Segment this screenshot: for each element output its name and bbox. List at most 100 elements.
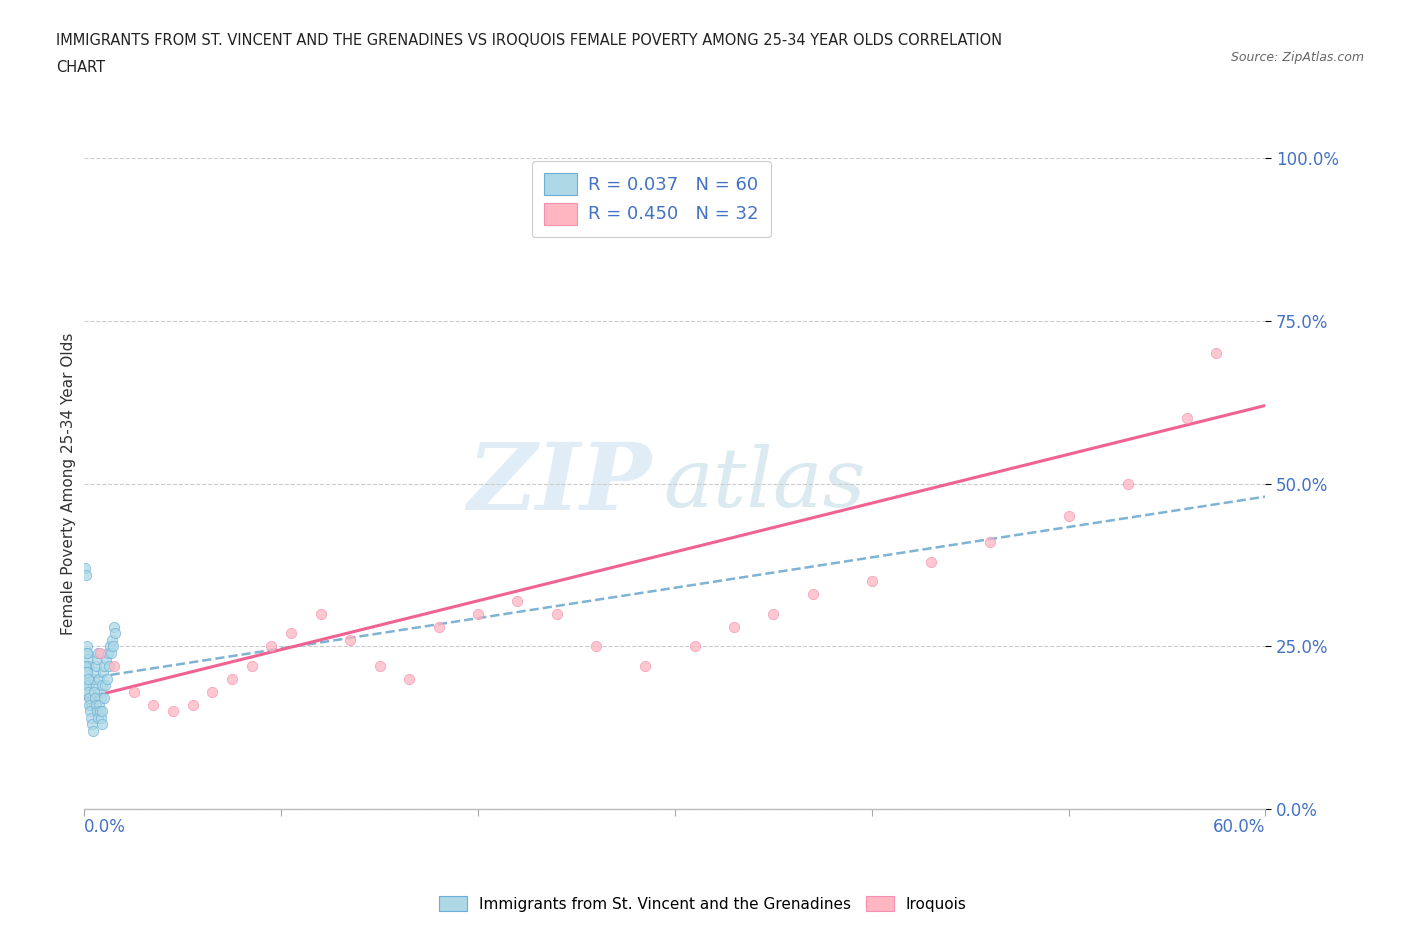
Legend: Immigrants from St. Vincent and the Grenadines, Iroquois: Immigrants from St. Vincent and the Gren… xyxy=(433,889,973,918)
Text: 60.0%: 60.0% xyxy=(1213,818,1265,836)
Point xyxy=(94,678,117,693)
Point xyxy=(79,684,101,699)
Point xyxy=(309,606,332,621)
Point xyxy=(90,691,112,706)
Point xyxy=(87,698,110,712)
Point xyxy=(1175,411,1198,426)
Point xyxy=(75,658,97,673)
Point xyxy=(801,587,824,602)
Point xyxy=(76,665,98,680)
Point xyxy=(91,704,114,719)
Point xyxy=(103,619,125,634)
Point xyxy=(97,645,120,660)
Point xyxy=(91,678,114,693)
Point xyxy=(89,684,111,699)
Point xyxy=(91,665,114,680)
Point xyxy=(96,671,118,686)
Point xyxy=(80,698,103,712)
Point xyxy=(76,671,98,686)
Point xyxy=(89,711,111,725)
Point xyxy=(104,626,127,641)
Point xyxy=(221,671,243,686)
Point xyxy=(1116,476,1139,491)
Point xyxy=(94,652,117,667)
Point xyxy=(86,652,108,667)
Point xyxy=(79,704,101,719)
Point xyxy=(87,711,110,725)
Point xyxy=(79,678,101,693)
Text: 0.0%: 0.0% xyxy=(84,818,127,836)
Point xyxy=(683,639,706,654)
Point xyxy=(75,678,97,693)
Point xyxy=(89,645,111,660)
Point xyxy=(82,678,104,693)
Point xyxy=(920,554,942,569)
Point xyxy=(280,626,302,641)
Point xyxy=(83,684,105,699)
Point xyxy=(79,691,101,706)
Point xyxy=(87,671,110,686)
Text: CHART: CHART xyxy=(56,60,105,75)
Point xyxy=(79,711,101,725)
Point xyxy=(100,645,122,660)
Point xyxy=(546,606,568,621)
Point xyxy=(84,698,107,712)
Point xyxy=(1205,346,1227,361)
Point xyxy=(103,658,125,673)
Point xyxy=(77,671,100,686)
Point xyxy=(634,658,657,673)
Point xyxy=(86,704,108,719)
Point xyxy=(260,639,283,654)
Point xyxy=(84,665,107,680)
Point xyxy=(75,665,97,680)
Point xyxy=(467,606,489,621)
Point xyxy=(82,724,104,738)
Point xyxy=(723,619,745,634)
Point xyxy=(79,698,101,712)
Text: Source: ZipAtlas.com: Source: ZipAtlas.com xyxy=(1230,51,1364,64)
Legend: R = 0.037   N = 60, R = 0.450   N = 32: R = 0.037 N = 60, R = 0.450 N = 32 xyxy=(531,161,770,237)
Point xyxy=(80,717,103,732)
Point xyxy=(77,652,100,667)
Point xyxy=(398,671,420,686)
Point xyxy=(82,698,104,712)
Point xyxy=(89,704,111,719)
Point xyxy=(979,535,1001,550)
Point xyxy=(75,561,97,576)
Point xyxy=(860,574,883,589)
Point xyxy=(76,645,98,660)
Point xyxy=(73,658,96,673)
Point xyxy=(201,684,224,699)
Point xyxy=(101,639,124,654)
Point xyxy=(142,698,165,712)
Point xyxy=(98,658,120,673)
Point xyxy=(93,691,115,706)
Point xyxy=(181,698,204,712)
Point xyxy=(98,639,121,654)
Point xyxy=(762,606,785,621)
Point xyxy=(162,704,184,719)
Point xyxy=(93,658,115,673)
Point xyxy=(77,658,100,673)
Point xyxy=(1057,509,1080,524)
Point xyxy=(240,658,263,673)
Point xyxy=(368,658,391,673)
Point xyxy=(77,691,100,706)
Point xyxy=(101,632,124,647)
Point xyxy=(83,691,105,706)
Point xyxy=(427,619,450,634)
Point xyxy=(87,645,110,660)
Point xyxy=(90,717,112,732)
Text: atlas: atlas xyxy=(664,444,866,524)
Y-axis label: Female Poverty Among 25-34 Year Olds: Female Poverty Among 25-34 Year Olds xyxy=(60,332,76,635)
Point xyxy=(77,684,100,699)
Point xyxy=(83,671,105,686)
Text: ZIP: ZIP xyxy=(467,439,651,528)
Point xyxy=(76,639,98,654)
Point xyxy=(122,684,145,699)
Point xyxy=(84,658,107,673)
Point xyxy=(75,567,97,582)
Text: IMMIGRANTS FROM ST. VINCENT AND THE GRENADINES VS IROQUOIS FEMALE POVERTY AMONG : IMMIGRANTS FROM ST. VINCENT AND THE GREN… xyxy=(56,33,1002,47)
Point xyxy=(585,639,607,654)
Point xyxy=(506,593,529,608)
